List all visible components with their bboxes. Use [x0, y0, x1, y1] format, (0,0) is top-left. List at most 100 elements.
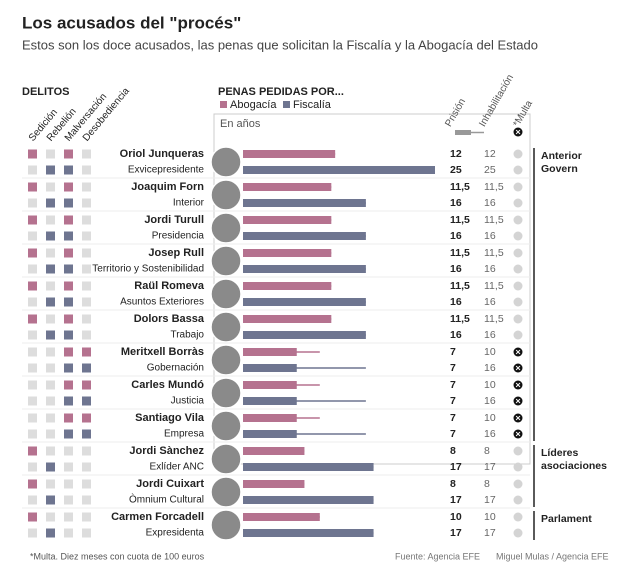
inhab-label: 16	[484, 230, 496, 242]
delito-cell	[28, 330, 37, 340]
delito-cell	[46, 528, 55, 538]
inhab-label: 17	[484, 494, 496, 506]
delito-cell	[82, 512, 91, 522]
inhab-label: 10	[484, 511, 496, 523]
inhab-label: 10	[484, 379, 496, 391]
inhab-label: 16	[484, 362, 496, 374]
bar	[243, 513, 320, 521]
inhab-label: 8	[484, 478, 490, 490]
legend-swatch	[220, 101, 227, 108]
inhab-label: 17	[484, 461, 496, 473]
delito-cell	[64, 446, 73, 456]
name: Carles Mundó	[131, 379, 204, 391]
prison-label: 17	[450, 494, 462, 506]
prison-label: 16	[450, 263, 462, 275]
delito-cell	[28, 363, 37, 373]
prison-label: 10	[450, 511, 462, 523]
delito-cell	[82, 330, 91, 340]
delito-cell	[28, 479, 37, 489]
delito-cell	[28, 396, 37, 406]
prison-label: 11,5	[450, 181, 470, 193]
delito-cell	[82, 281, 91, 291]
delito-cell	[46, 347, 55, 357]
role: Gobernación	[147, 363, 204, 374]
delito-cell	[46, 231, 55, 241]
multa-x: ✕	[515, 431, 521, 438]
delito-cell	[46, 314, 55, 324]
photo	[210, 212, 242, 244]
prison-label: 11,5	[450, 313, 470, 325]
inhab-label: 16	[484, 296, 496, 308]
multa-yes	[513, 347, 523, 357]
legend-swatch	[283, 101, 290, 108]
bar	[243, 315, 332, 323]
legend-multa-x: ✕	[515, 129, 521, 136]
delito-cell	[28, 281, 37, 291]
delito-cell	[46, 479, 55, 489]
delito-cell	[82, 314, 91, 324]
role: Trabajo	[170, 330, 204, 341]
photo	[210, 179, 242, 211]
delito-cell	[28, 264, 37, 274]
role: Territorio y Sostenibilidad	[92, 264, 204, 275]
delito-cell	[82, 182, 91, 192]
delito-cell	[28, 512, 37, 522]
inhab-label: 8	[484, 445, 490, 457]
legend-multa	[513, 127, 523, 137]
delito-cell	[64, 314, 73, 324]
multa-no	[513, 462, 523, 472]
delito-cell	[28, 231, 37, 241]
multa-no	[513, 495, 523, 505]
role: Expresidenta	[146, 528, 205, 539]
delito-cell	[64, 429, 73, 439]
multa-x: ✕	[515, 382, 521, 389]
delito-cell	[46, 396, 55, 406]
delito-cell	[28, 297, 37, 307]
bar	[243, 331, 366, 339]
bar	[243, 232, 366, 240]
title: Los acusados del "procés"	[22, 13, 241, 32]
delito-cell	[82, 165, 91, 175]
delito-cell	[64, 479, 73, 489]
bar	[243, 199, 366, 207]
delito-cell	[46, 264, 55, 274]
photo	[210, 509, 242, 541]
bar	[243, 298, 366, 306]
delito-cell	[46, 215, 55, 225]
bar	[243, 364, 297, 372]
bar	[243, 381, 297, 389]
inhab-label: 11,5	[484, 247, 504, 259]
note: *Multa. Diez meses con cuota de 100 euro…	[30, 551, 205, 561]
delito-cell	[82, 215, 91, 225]
role: Òmnium Cultural	[129, 493, 204, 506]
multa-no	[513, 264, 523, 274]
role: Empresa	[164, 429, 204, 440]
delito-cell	[46, 281, 55, 291]
delito-cell	[28, 528, 37, 538]
prison-label: 17	[450, 527, 462, 539]
multa-yes	[513, 380, 523, 390]
delito-cell	[82, 413, 91, 423]
multa-x: ✕	[515, 415, 521, 422]
delito-cell	[64, 248, 73, 258]
prison-label: 7	[450, 379, 456, 391]
delito-cell	[82, 495, 91, 505]
role: Justicia	[171, 396, 205, 407]
inhab-label: 11,5	[484, 214, 504, 226]
legend-label: Fiscalía	[293, 99, 332, 111]
photo	[210, 410, 242, 442]
inhab-label: 25	[484, 164, 496, 176]
delitos-title: DELITOS	[22, 86, 69, 98]
prison-label: 16	[450, 230, 462, 242]
delito-cell	[28, 149, 37, 159]
delito-cell	[64, 215, 73, 225]
multa-no	[513, 314, 523, 324]
name: Oriol Junqueras	[120, 148, 204, 160]
delito-cell	[28, 165, 37, 175]
delito-cell	[64, 413, 73, 423]
role: Presidencia	[152, 231, 205, 242]
prison-label: 17	[450, 461, 462, 473]
multa-no	[513, 297, 523, 307]
delito-cell	[46, 297, 55, 307]
